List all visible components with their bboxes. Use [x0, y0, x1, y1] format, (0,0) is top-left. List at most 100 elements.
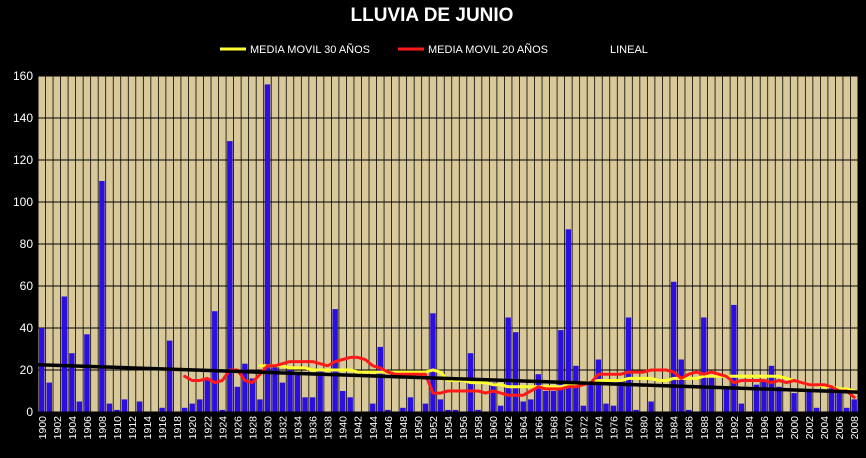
y-tick-label: 0	[26, 405, 33, 419]
bar	[813, 407, 820, 412]
bar	[309, 397, 316, 412]
line-media-movil-20-a-os	[183, 355, 856, 399]
x-tick-label: 1968	[548, 416, 560, 440]
bar	[197, 399, 203, 412]
bar	[708, 376, 715, 412]
bar	[219, 409, 226, 412]
bar	[580, 405, 587, 412]
bar	[227, 141, 233, 412]
plot-border	[37, 75, 859, 413]
bar	[234, 386, 241, 412]
bar	[633, 409, 639, 412]
bar	[287, 370, 293, 412]
x-tick-label: 2000	[789, 416, 801, 440]
bar	[738, 403, 745, 412]
bar	[558, 330, 564, 412]
x-tick-label: 1930	[262, 416, 274, 440]
x-tick-label: 1900	[37, 416, 49, 440]
bar	[257, 399, 263, 412]
legend: MEDIA MOVIL 30 AÑOS MEDIA MOVIL 20 AÑOS LI…	[220, 43, 648, 56]
bar	[497, 405, 504, 412]
bar	[76, 401, 83, 412]
bar	[512, 332, 519, 412]
bar	[670, 281, 677, 412]
bar	[851, 399, 857, 412]
x-tick-label: 2008	[849, 416, 861, 440]
x-tick-label: 1932	[278, 416, 290, 440]
bar	[272, 365, 278, 412]
y-tick-label: 100	[13, 195, 33, 209]
x-tick-label: 1928	[247, 416, 259, 440]
bar	[701, 317, 707, 412]
x-tick-label: 1992	[729, 416, 741, 440]
x-tick-label: 1938	[323, 416, 335, 440]
y-tick-label: 60	[20, 279, 34, 293]
bar	[723, 386, 730, 412]
x-tick-label: 1962	[503, 416, 515, 440]
x-tick-label: 1936	[308, 416, 320, 440]
x-tick-label: 1960	[488, 416, 500, 440]
bar	[264, 84, 271, 413]
bar	[806, 391, 812, 412]
x-tick-label: 1934	[293, 416, 305, 440]
bar	[475, 409, 481, 412]
bar	[776, 386, 782, 412]
x-tick-label: 1942	[353, 416, 365, 440]
bar	[535, 374, 541, 412]
bar	[106, 403, 113, 412]
bar	[339, 391, 346, 412]
y-tick-label: 140	[13, 111, 33, 125]
bar	[347, 397, 353, 412]
bar	[114, 409, 120, 412]
bar	[46, 382, 52, 412]
x-tick-label: 1972	[578, 416, 590, 440]
bar	[550, 391, 557, 412]
x-tick-label: 1946	[383, 416, 395, 440]
legend-label: MEDIA MOVIL 30 AÑOS	[250, 43, 370, 56]
bar	[279, 382, 286, 412]
bar	[242, 363, 248, 412]
bar	[445, 409, 451, 412]
bar	[181, 407, 188, 412]
bar	[625, 317, 632, 412]
bar	[136, 401, 143, 412]
x-tick-label: 1924	[217, 416, 229, 440]
bar	[61, 296, 68, 412]
bar	[588, 384, 594, 412]
x-tick-label: 1906	[82, 416, 94, 440]
bar	[844, 407, 850, 412]
bar	[452, 409, 459, 412]
x-tick-label: 1994	[744, 416, 756, 440]
bar	[836, 393, 842, 412]
gridlines	[37, 75, 859, 413]
bar	[294, 374, 301, 412]
x-tick-label: 1978	[624, 416, 636, 440]
bar	[731, 304, 737, 412]
line-series-group	[37, 355, 859, 399]
bar	[407, 397, 414, 412]
bar	[791, 393, 797, 412]
bar	[618, 380, 624, 412]
x-tick-label: 1914	[142, 416, 154, 440]
legend-label: LINEAL	[610, 44, 648, 56]
bar	[84, 334, 90, 412]
bar	[385, 409, 391, 412]
x-tick-label: 1970	[563, 416, 575, 440]
x-tick-label: 1926	[232, 416, 244, 440]
x-tick-label: 1988	[699, 416, 711, 440]
bar	[370, 403, 376, 412]
bar	[753, 384, 760, 412]
bar	[121, 399, 128, 412]
bar	[212, 311, 218, 412]
x-tick-label: 1984	[669, 416, 681, 440]
y-tick-label: 40	[20, 321, 34, 335]
bar	[437, 399, 444, 412]
x-tick-label: 1950	[413, 416, 425, 440]
bar	[686, 409, 692, 412]
x-tick-label: 1982	[654, 416, 666, 440]
x-tick-label: 1944	[368, 416, 380, 440]
y-axis-ticks: 0 20 40 60 80 100 120 140 160	[13, 69, 33, 419]
x-tick-label: 1974	[594, 416, 606, 440]
